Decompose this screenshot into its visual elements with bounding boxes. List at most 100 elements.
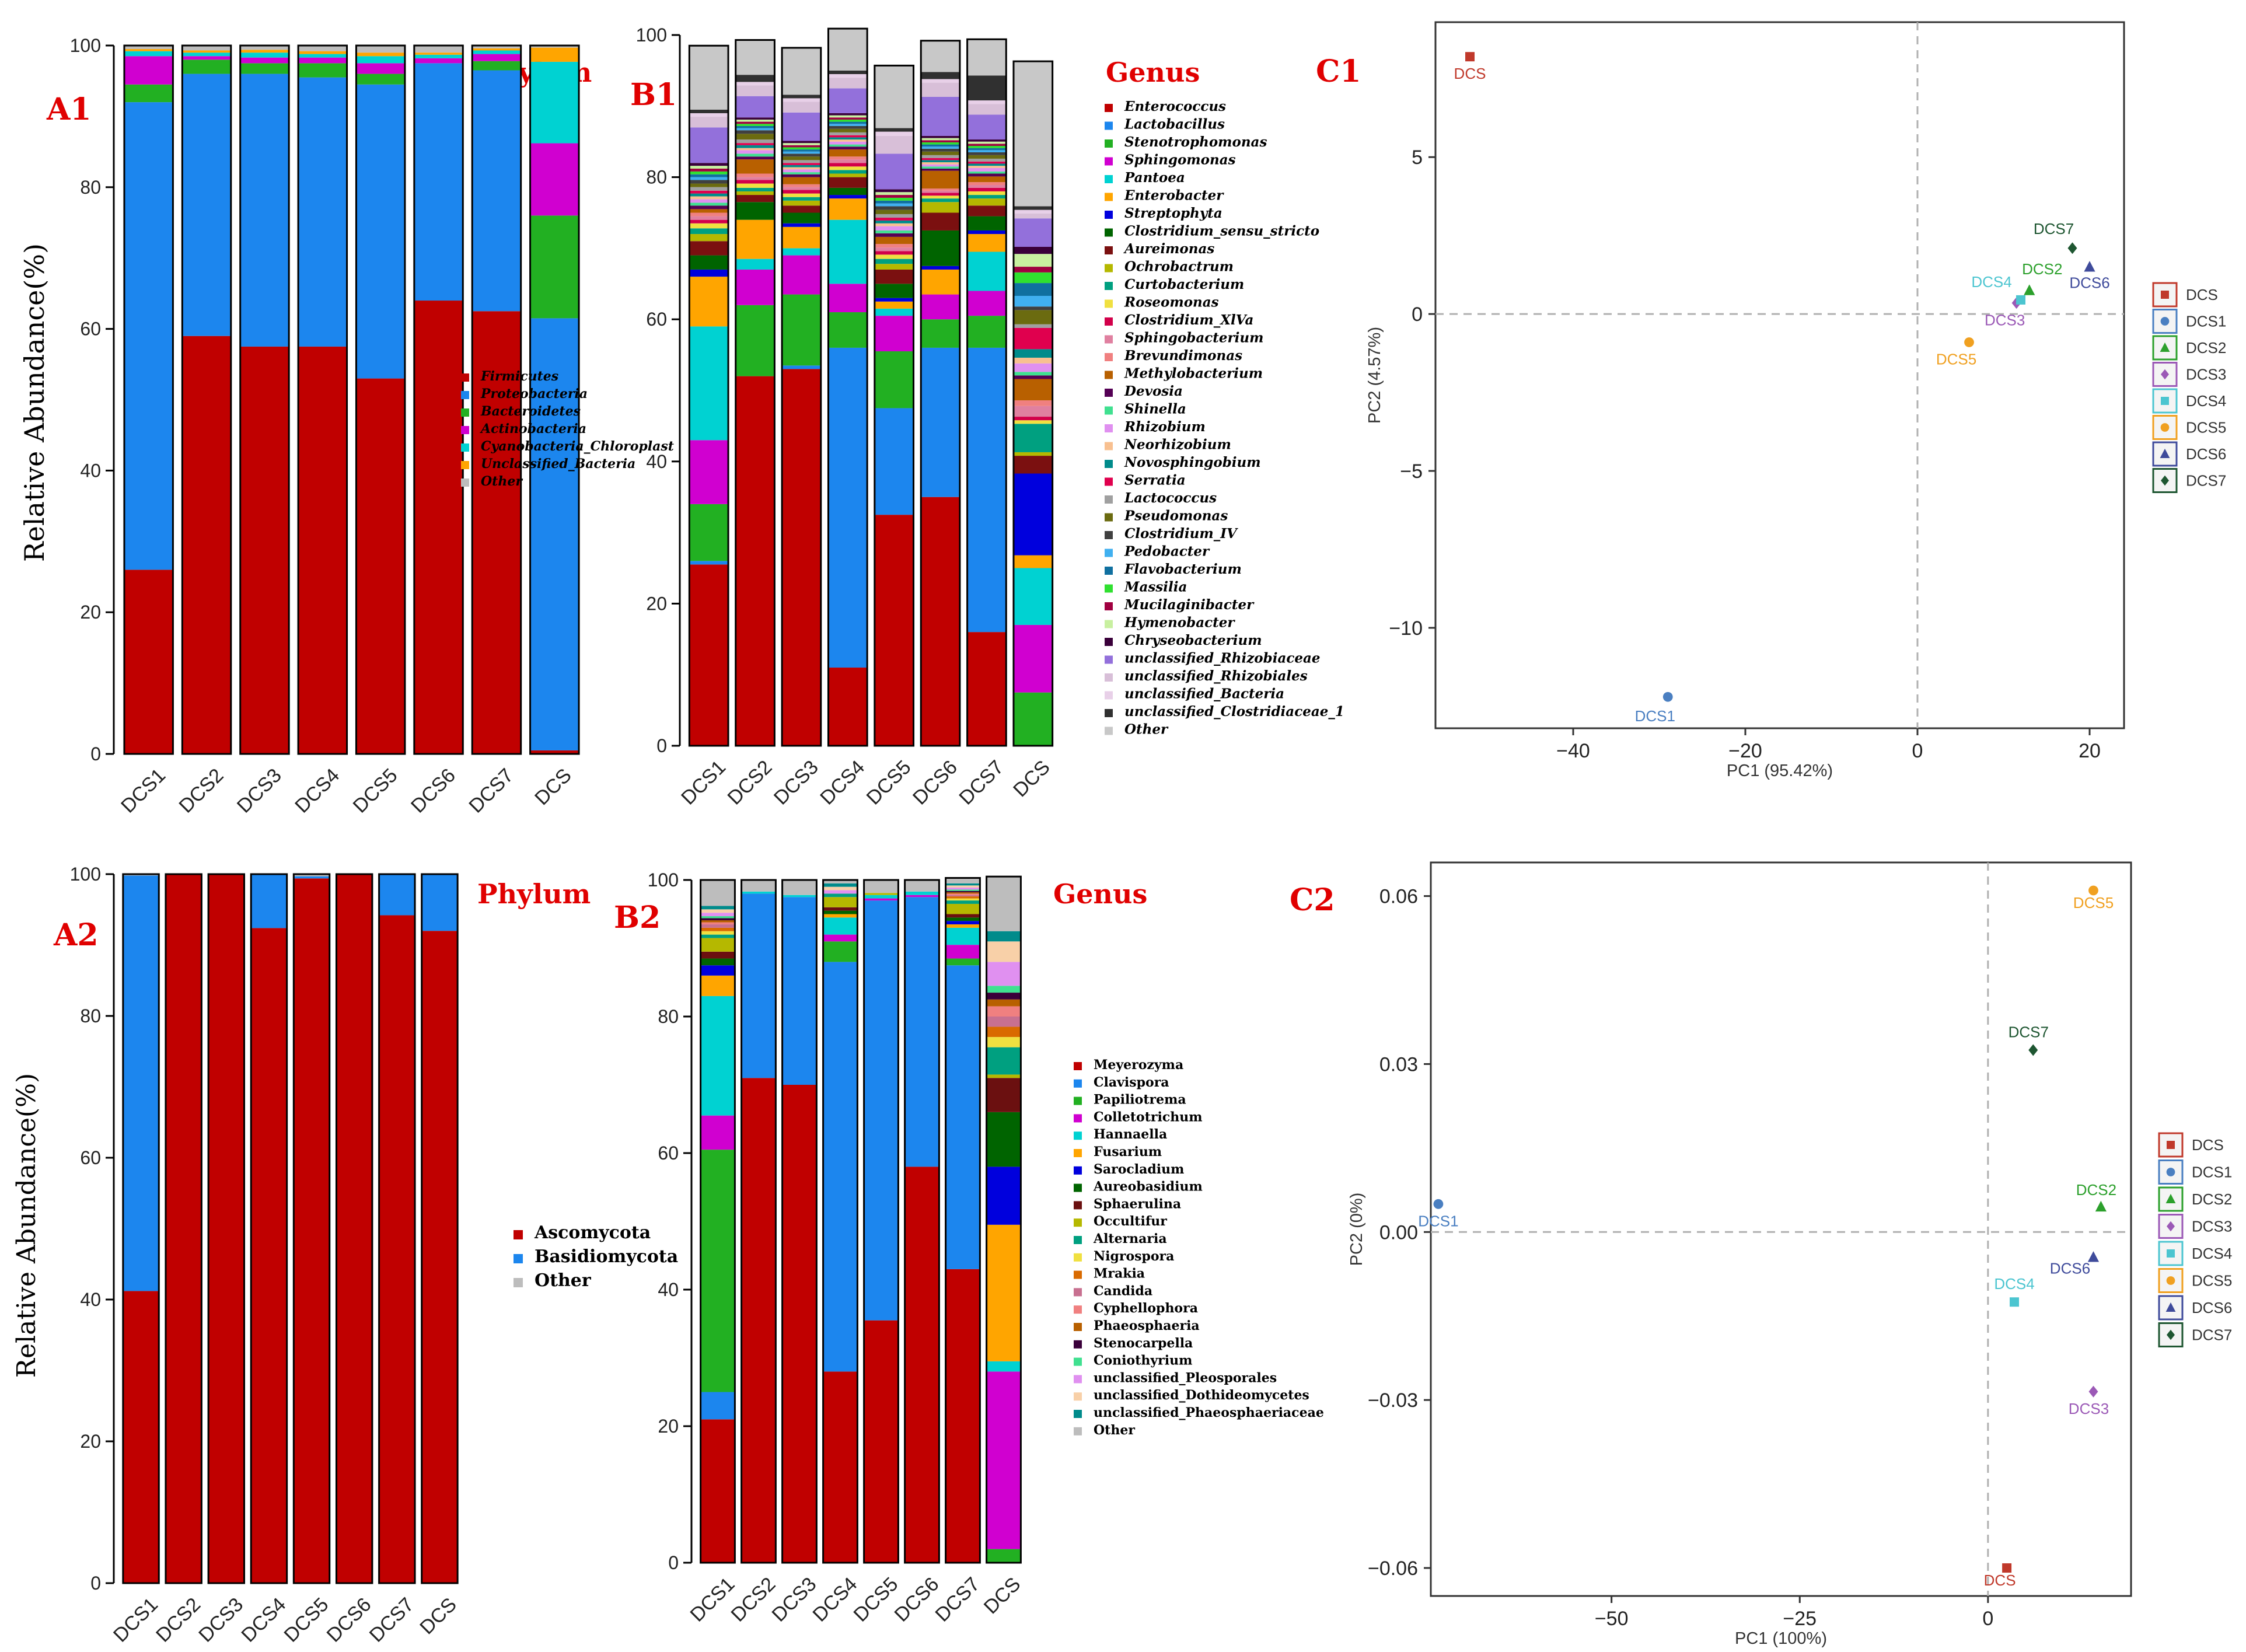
point-label-dcs6: DCS6	[2069, 274, 2109, 291]
legend-label: DCS1	[2192, 1164, 2232, 1181]
bar-segment-unclassified_clostridiaceae_1	[921, 72, 960, 79]
legend-label: Massilia	[1124, 579, 1187, 595]
bar-segment-neorhizobium	[921, 162, 960, 165]
point-label-dcs2: DCS2	[2076, 1181, 2116, 1199]
legend-label: Clostridium_IV	[1124, 526, 1238, 542]
legend-label: unclassified_Bacteria	[1124, 686, 1284, 702]
bar-segment-streptophyta	[1013, 473, 1053, 556]
bar-segment-serratia	[874, 218, 914, 221]
panel-label-a2: A2	[53, 917, 99, 953]
bar-segment-cyphellophora	[945, 893, 980, 895]
bar-outline	[122, 873, 160, 1584]
bar-outline	[355, 44, 406, 755]
bar-segment-curtobacterium	[967, 195, 1007, 199]
bar-segment-massilia	[782, 147, 821, 150]
legend-label: DCS5	[2186, 419, 2226, 436]
bar-segment-other	[124, 46, 173, 50]
legend-label: Sarocladium	[1094, 1162, 1184, 1177]
bar-segment-neorhizobium	[782, 167, 821, 170]
bar-segment-pantoea	[1013, 568, 1053, 625]
bar-segment-cyanobacteria_chloroplast	[472, 50, 521, 54]
bar-segment-methylobacterium	[967, 176, 1007, 183]
y-tick-label: 0.00	[1379, 1221, 1418, 1244]
bar-segment-clostridium_xlva	[967, 187, 1007, 191]
bar-segment-unclassified_pleosporales	[823, 890, 858, 894]
bar-segment-unclassified_bacteria	[530, 47, 579, 62]
bar-segment-ochrobactrum	[874, 264, 914, 270]
bar-segment-unclassified_rhizobiaceae	[921, 96, 960, 136]
bar-segment-brevundimonas	[828, 156, 868, 160]
bar-segment-enterobacter	[828, 198, 868, 220]
legend-swatch	[1105, 442, 1113, 450]
bar-segment-bacteroidetes	[124, 84, 173, 103]
bar-segment-clostridium_xlva	[921, 193, 960, 196]
y-axis-label: PC2 (4.57%)	[1365, 327, 1384, 424]
bar-outline	[735, 39, 776, 747]
bar-segment-stenotrophomonas	[689, 504, 729, 561]
bar-outline	[1012, 60, 1054, 747]
bar-segment-enterococcus	[967, 632, 1007, 746]
legend-swatch	[461, 479, 469, 487]
bar-segment-roseomonas	[874, 254, 914, 259]
bar-segment-ascomycota	[165, 874, 202, 1583]
bar-segment-methylobacterium	[735, 159, 775, 174]
y-tick-label: 0	[90, 1573, 101, 1594]
legend-swatch	[461, 426, 469, 434]
bar-segment-mrakia	[945, 896, 980, 899]
bar-segment-basidiomycota	[379, 874, 415, 916]
bar-segment-pantoea	[967, 252, 1007, 291]
bar-segment-unclassified_rhizobiales	[735, 85, 775, 96]
y-tick-label: −0.06	[1368, 1557, 1418, 1580]
bar-segment-streptophyta	[921, 266, 960, 270]
plot-frame	[1430, 861, 2132, 1597]
legend-swatch	[1105, 211, 1113, 219]
bar-segment-unclassified_rhizobiales	[828, 78, 868, 89]
x-tick-label: −25	[1783, 1608, 1817, 1630]
bar-segment-unclassified_phaeosphaeriaceae	[945, 883, 980, 886]
bar-segment-brevundimonas	[1013, 400, 1053, 406]
bar-segment-unclassified_rhizobiales	[967, 104, 1007, 115]
y-tick-label: −0.03	[1368, 1389, 1418, 1412]
legend-label: Ochrobactrum	[1124, 259, 1234, 275]
bar-segment-cyanobacteria_chloroplast	[356, 56, 405, 64]
bar-segment-proteobacteria	[530, 318, 579, 750]
bar-segment-colletotrichum	[864, 898, 899, 901]
y-tick-label: 100	[70, 864, 101, 885]
bar-segment-occultifur	[986, 1074, 1021, 1078]
bar-segment-pseudomonas	[689, 183, 729, 187]
legend-label: Rhizobium	[1124, 419, 1206, 435]
bar-segment-methylobacterium	[1013, 379, 1053, 401]
bar-segment-aureimonas	[828, 177, 868, 188]
bar-segment-pantoea	[828, 219, 868, 284]
legend-swatch	[1105, 193, 1113, 201]
bar-segment-actinobacteria	[472, 54, 521, 61]
bar-segment-firmicutes	[472, 311, 521, 754]
legend-label: unclassified_Rhizobiaceae	[1124, 651, 1321, 666]
bar-segment-occultifur	[823, 897, 858, 907]
bar-segment-flavobacterium	[967, 148, 1007, 151]
bar-outline	[945, 876, 981, 1564]
bar-segment-unclassified_bacteria	[414, 53, 463, 55]
y-tick-label: 60	[658, 1143, 679, 1164]
bar-segment-enterobacter	[967, 234, 1007, 252]
bar-segment-chryseobacterium	[828, 113, 868, 116]
legend-swatch	[461, 391, 469, 399]
legend-swatch	[1105, 477, 1113, 486]
legend-swatch	[1105, 549, 1113, 557]
legend-label: Ascomycota	[534, 1223, 651, 1243]
bar-segment-clostridium_xlva	[874, 251, 914, 255]
bar-segment-novosphingobium	[782, 165, 821, 167]
bar-segment-devosia	[921, 168, 960, 171]
bar-segment-other	[864, 880, 899, 893]
y-tick-label: 0.06	[1379, 886, 1418, 908]
bar-outline	[740, 879, 777, 1564]
bar-segment-actinobacteria	[530, 143, 579, 216]
bar-segment-novosphingobium	[735, 145, 775, 148]
bar-segment-mrakia	[700, 927, 735, 931]
plot-frame	[1434, 21, 2125, 729]
legend-swatch	[461, 461, 469, 469]
bar-segment-pantoea	[689, 326, 729, 441]
bar-segment-chryseobacterium	[782, 141, 821, 144]
bar-segment-unclassified_rhizobiales	[782, 102, 821, 113]
